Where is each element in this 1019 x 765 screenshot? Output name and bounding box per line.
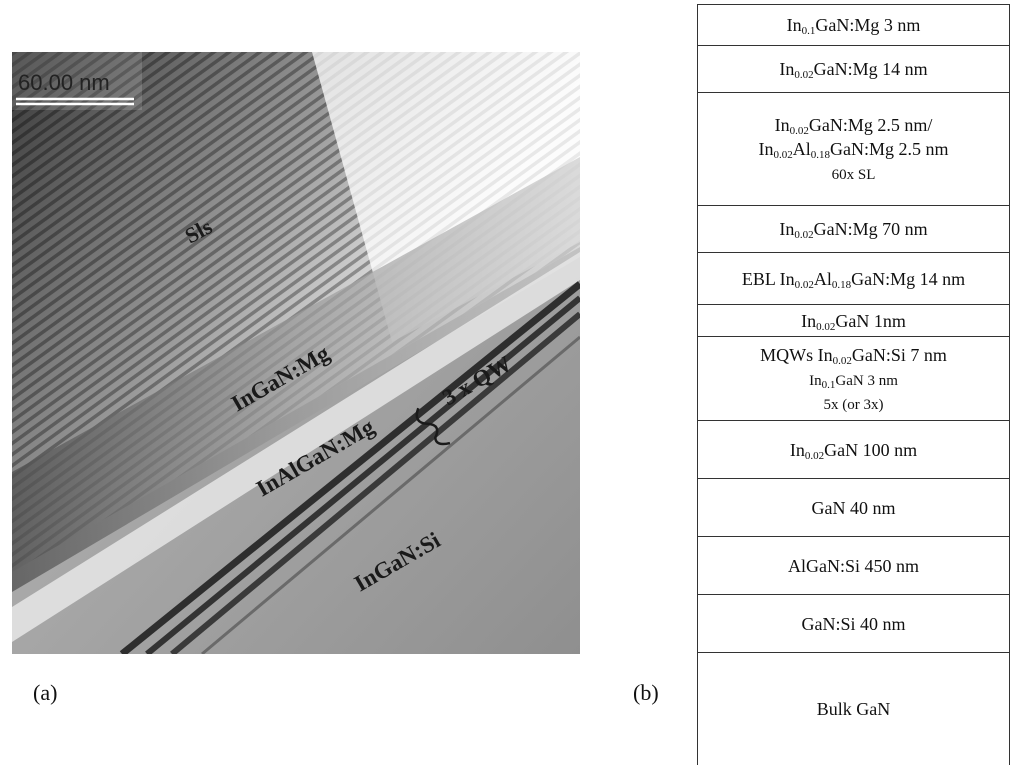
layer-text: GaN:Mg 14 nm xyxy=(851,268,966,289)
layer-text: GaN 100 nm xyxy=(824,439,918,460)
subscript: 0.02 xyxy=(804,449,825,462)
layer-text: EBL In xyxy=(741,268,795,289)
layer-text: In xyxy=(774,115,790,135)
layer-line: MQWs In0.02GaN:Si 7 nm xyxy=(760,343,947,367)
panel-a-letter: (a) xyxy=(33,680,58,705)
subscript: 0.02 xyxy=(794,229,814,241)
layer-0: In0.1GaN:Mg 3 nm xyxy=(698,5,1009,46)
layer-3: In0.02GaN:Mg 70 nm xyxy=(698,206,1009,253)
layer-text: In xyxy=(758,139,774,159)
layer-text: GaN:Mg 2.5 nm/ xyxy=(808,115,933,135)
layer-text: MQWs In xyxy=(760,344,833,365)
subscript: 0.18 xyxy=(831,278,852,291)
layer-text: AlGaN:Si 450 nm xyxy=(787,555,919,576)
layer-text: In xyxy=(789,439,805,460)
layer-10: GaN:Si 40 nm xyxy=(698,595,1009,653)
subscript: 0.02 xyxy=(794,278,814,291)
layer-text: In xyxy=(809,372,822,389)
layer-text: GaN 3 nm xyxy=(835,372,898,389)
layer-text: GaN 1nm xyxy=(835,310,906,331)
subscript: 0.1 xyxy=(801,25,816,37)
layer-line: Bulk GaN xyxy=(817,697,891,721)
layer-6: MQWs In0.02GaN:Si 7 nm In0.1GaN 3 nm 5x (o… xyxy=(698,337,1009,421)
subscript: 0.02 xyxy=(773,149,793,161)
layer-line: In0.02GaN:Mg 2.5 nm/ xyxy=(775,113,933,137)
layer-text: GaN:Si 40 nm xyxy=(801,613,906,634)
layer-line: GaN:Si 40 nm xyxy=(801,612,905,636)
subscript: 0.1 xyxy=(821,378,836,391)
panel-b-letter: (b) xyxy=(633,680,659,705)
subscript: 0.02 xyxy=(794,69,814,81)
layer-line: In0.02Al0.18GaN:Mg 2.5 nm xyxy=(759,137,949,161)
layer-11: Bulk GaN xyxy=(698,653,1009,765)
scale-bar-label: 60.00 nm xyxy=(18,70,110,95)
layer-text: In xyxy=(801,310,817,331)
layer-line: In0.02GaN 100 nm xyxy=(790,438,917,462)
layer-text: In xyxy=(786,15,802,35)
layer-5: In0.02GaN 1nm xyxy=(698,305,1009,337)
layer-2: In0.02GaN:Mg 2.5 nm/In0.02Al0.18GaN:Mg 2… xyxy=(698,93,1009,206)
layer-line: In0.1GaN 3 nm xyxy=(809,367,898,391)
layer-9: AlGaN:Si 450 nm xyxy=(698,537,1009,595)
layer-line: 60x SL xyxy=(832,161,876,185)
layer-stack: In0.1GaN:Mg 3 nm In0.02GaN:Mg 14 nm In0.02… xyxy=(697,4,1010,765)
subscript: 0.02 xyxy=(789,125,809,137)
layer-line: AlGaN:Si 450 nm xyxy=(788,554,919,578)
layer-text: In xyxy=(779,59,795,79)
layer-text: GaN:Si 7 nm xyxy=(851,344,947,365)
layer-line: In0.02GaN:Mg 14 nm xyxy=(779,57,927,81)
layer-8: GaN 40 nm xyxy=(698,479,1009,537)
layer-4: EBL In0.02Al0.18GaN:Mg 14 nm xyxy=(698,253,1009,305)
layer-text: 5x (or 3x) xyxy=(823,396,884,413)
layer-text: 60x SL xyxy=(831,167,876,183)
layer-text: GaN:Mg 70 nm xyxy=(813,219,928,239)
layer-line: In0.02GaN:Mg 70 nm xyxy=(779,217,927,241)
subscript: 0.18 xyxy=(810,149,830,161)
layer-text: GaN 40 nm xyxy=(811,497,896,518)
layer-line: In0.02GaN 1nm xyxy=(801,309,906,333)
layer-7: In0.02GaN 100 nm xyxy=(698,421,1009,479)
qw-brace xyxy=(415,407,451,446)
subscript: 0.02 xyxy=(816,320,836,333)
layer-line: In0.1GaN:Mg 3 nm xyxy=(787,13,921,37)
layer-text: Al xyxy=(813,268,832,289)
layer-line: 5x (or 3x) xyxy=(824,391,884,415)
subscript: 0.02 xyxy=(832,354,852,367)
layer-text: Al xyxy=(792,139,811,159)
layer-1: In0.02GaN:Mg 14 nm xyxy=(698,46,1009,93)
layer-text: GaN:Mg 2.5 nm xyxy=(830,139,949,159)
layer-text: GaN:Mg 3 nm xyxy=(815,15,921,35)
layer-text: GaN:Mg 14 nm xyxy=(813,59,928,79)
layer-line: EBL In0.02Al0.18GaN:Mg 14 nm xyxy=(742,267,965,291)
layer-line: GaN 40 nm xyxy=(812,496,896,520)
layer-text: In xyxy=(779,219,795,239)
tem-micrograph: 60.00 nm Sls InGaN:Mg InAlGaN:Mg InGaN:S… xyxy=(12,52,580,654)
layer-text: Bulk GaN xyxy=(816,699,891,719)
